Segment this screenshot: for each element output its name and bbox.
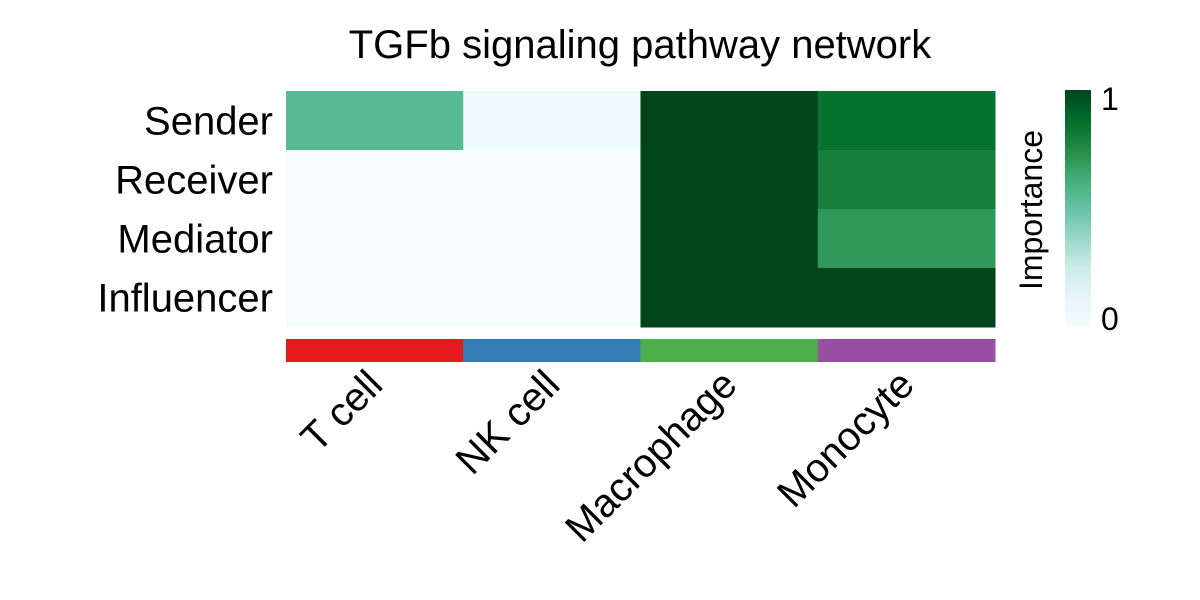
heatmap-cell	[286, 150, 464, 210]
colorbar-title: Importance	[1013, 130, 1049, 290]
heatmap-cell	[286, 209, 464, 269]
heatmap-cell	[640, 268, 819, 328]
column-label: T cell	[293, 362, 391, 460]
chart-title: TGFb signaling pathway network	[349, 23, 933, 67]
heatmap-cell	[286, 91, 464, 151]
row-label: Influencer	[97, 277, 273, 321]
column-label: Macrophage	[557, 362, 745, 550]
heatmap-cell	[817, 91, 996, 151]
heatmap-cell	[463, 268, 641, 328]
column-label: NK cell	[448, 362, 569, 483]
heatmap-cell	[817, 150, 996, 210]
heatmap-cell	[463, 209, 641, 269]
heatmap-cell	[640, 209, 819, 269]
heatmap-cell	[640, 150, 819, 210]
group-color-cell	[286, 339, 464, 362]
group-color-bar	[286, 339, 996, 362]
group-color-cell	[817, 339, 996, 362]
heatmap-cell	[286, 268, 464, 328]
colorbar-min-label: 0	[1101, 301, 1119, 337]
group-color-cell	[640, 339, 819, 362]
column-label: Monocyte	[769, 362, 923, 516]
heatmap-cell	[640, 91, 819, 151]
row-label: Mediator	[117, 218, 273, 262]
heatmap-cell	[817, 209, 996, 269]
row-label: Sender	[144, 100, 273, 144]
row-label: Receiver	[115, 159, 273, 203]
heatmap-cell	[817, 268, 996, 328]
colorbar-gradient	[1065, 90, 1091, 327]
heatmap-cell	[463, 91, 641, 151]
group-color-cell	[463, 339, 641, 362]
colorbar-max-label: 1	[1101, 81, 1119, 117]
colorbar: 1 0 Importance	[1013, 81, 1119, 337]
row-labels: Sender Receiver Mediator Influencer	[97, 100, 273, 321]
heatmap-cell	[463, 150, 641, 210]
heatmap-cells	[286, 91, 996, 328]
